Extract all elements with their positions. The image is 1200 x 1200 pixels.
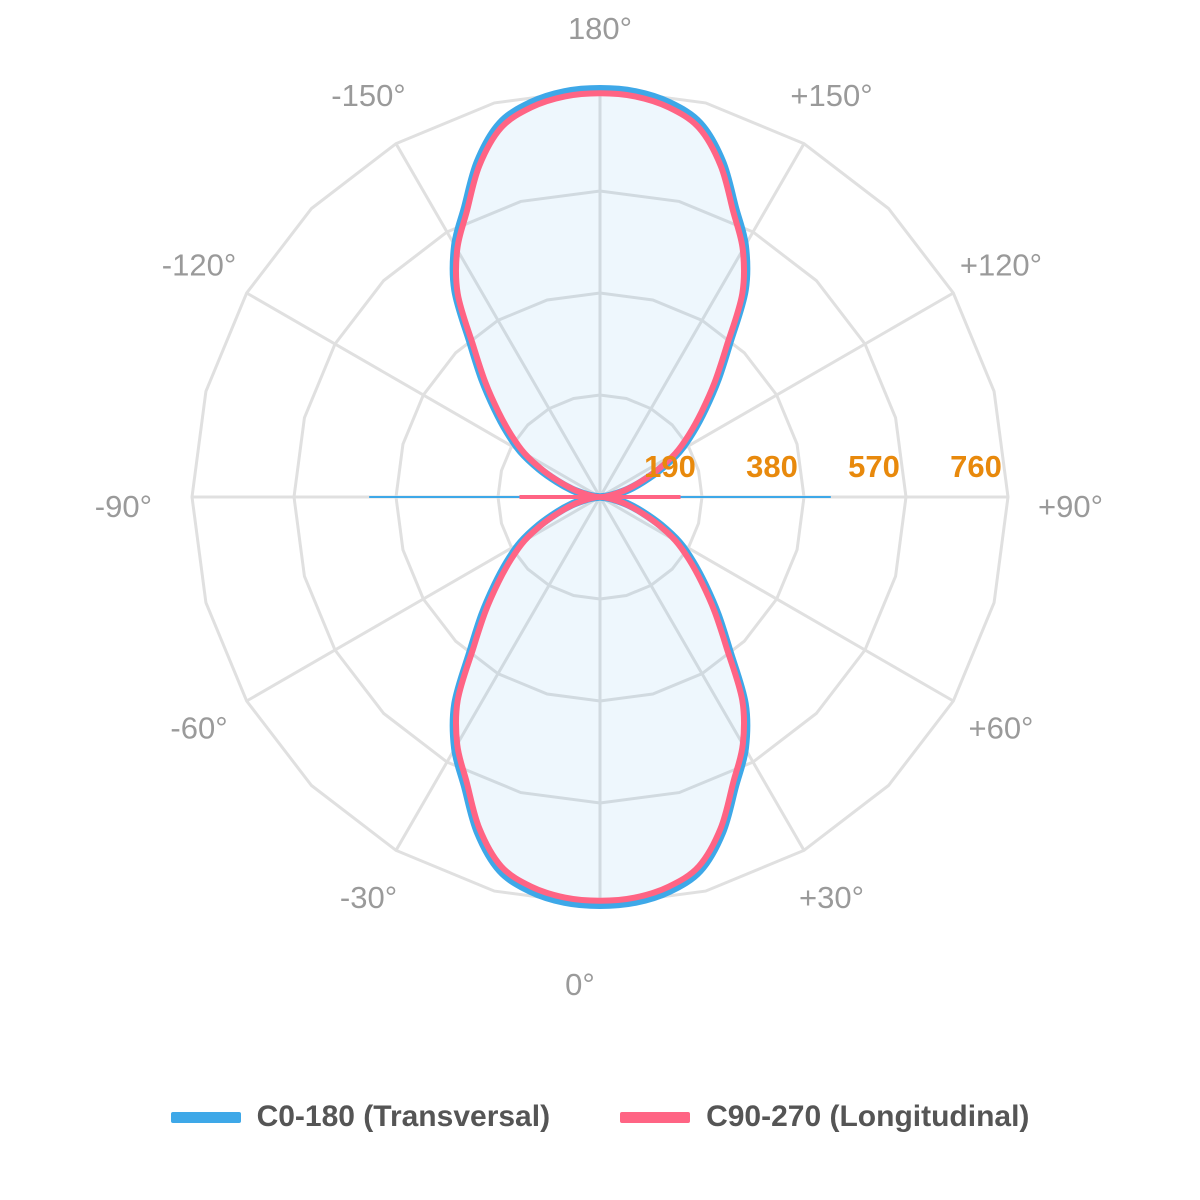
angle-label: +90°: [1038, 489, 1103, 524]
grid-spoke-150: [598, 142, 806, 498]
angle-label: +60°: [968, 711, 1033, 746]
legend-label-longitudinal: C90-270 (Longitudinal): [706, 1100, 1030, 1133]
radial-labels: 190 380 570 760: [644, 449, 1002, 484]
angle-label: +30°: [799, 880, 864, 915]
legend-item-transversal[interactable]: C0-180 (Transversal): [170, 1100, 551, 1134]
angle-label: +120°: [960, 248, 1042, 283]
grid-spoke-30: [598, 496, 806, 852]
grid-spoke-120: [599, 291, 955, 499]
angle-label: -60°: [170, 711, 227, 746]
grid-spoke-60: [599, 495, 955, 703]
legend: C0-180 (Transversal) C90-270 (Longitudin…: [0, 1100, 1200, 1134]
angle-label: +150°: [790, 78, 872, 113]
radial-tick-label: 380: [746, 449, 798, 484]
radial-tick-label: 190: [644, 449, 696, 484]
angle-label: -150°: [331, 78, 405, 113]
polar-chart: 180° +150° +120° +90° +60° +30° 0° -30° -60° -90°…: [95, 11, 1103, 1002]
angle-labels: 180° +150° +120° +90° +60° +30° 0° -30° -60° -90°…: [95, 11, 1103, 1002]
series-lines: [369, 85, 831, 909]
radial-tick-label: 760: [950, 449, 1002, 484]
grid-spoke-330: [394, 496, 602, 852]
grid-spoke-240: [245, 291, 601, 499]
angle-label: -30°: [340, 880, 397, 915]
angle-label: -120°: [162, 248, 236, 283]
legend-swatch-transversal: [170, 1111, 241, 1123]
radial-tick-label: 570: [848, 449, 900, 484]
angle-label: -90°: [95, 489, 152, 524]
angle-label: 0°: [565, 967, 595, 1002]
angle-label: 180°: [568, 11, 632, 46]
grid-spoke-300: [245, 495, 601, 703]
legend-item-longitudinal[interactable]: C90-270 (Longitudinal): [620, 1100, 1029, 1134]
grid-spoke-210: [394, 142, 602, 498]
legend-label-transversal: C0-180 (Transversal): [256, 1100, 551, 1133]
legend-swatch-longitudinal: [620, 1111, 691, 1123]
